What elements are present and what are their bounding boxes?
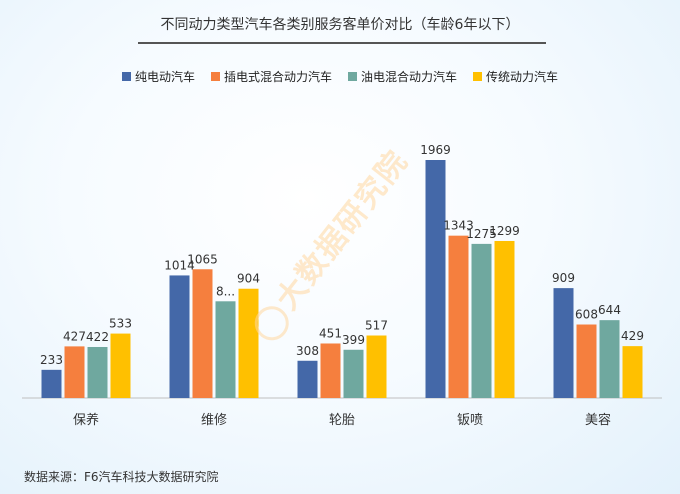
data-label-0-2: 422 — [86, 330, 109, 344]
legend-item-2: 油电混合动力汽车 — [348, 68, 457, 85]
bar-3-2 — [471, 243, 492, 398]
bar-4-0 — [553, 288, 574, 398]
legend-item-3: 传统动力汽车 — [473, 68, 558, 85]
bar-1-3 — [238, 288, 259, 398]
data-label-0-0: 233 — [40, 353, 63, 367]
bar-4-2 — [599, 320, 620, 398]
bar-0-0 — [41, 369, 62, 398]
data-label-3-3: 1299 — [489, 224, 520, 238]
legend-label-0: 纯电动汽车 — [134, 70, 195, 84]
bar-3-3 — [494, 240, 515, 398]
legend-label-3: 传统动力汽车 — [486, 70, 559, 84]
bar-3-0 — [425, 160, 446, 398]
legend-label-1: 插电式混合动力汽车 — [223, 70, 332, 84]
data-label-4-1: 608 — [575, 308, 598, 322]
data-label-1-3: 904 — [237, 272, 260, 286]
bar-0-3 — [110, 333, 131, 398]
category-label-0: 保养 — [73, 412, 99, 428]
data-label-3-1: 1343 — [443, 219, 474, 233]
legend-swatch-1 — [210, 72, 220, 81]
data-label-0-1: 427 — [63, 329, 86, 343]
data-label-3-0: 1969 — [420, 143, 451, 157]
data-label-2-1: 451 — [319, 326, 342, 340]
bar-3-1 — [448, 235, 469, 398]
legend-item-1: 插电式混合动力汽车 — [210, 68, 332, 85]
legend-swatch-3 — [473, 72, 483, 81]
data-label-3-2: 1275 — [466, 227, 497, 241]
bar-1-2 — [215, 301, 236, 398]
data-label-1-2: 8... — [216, 284, 235, 298]
data-label-2-3: 517 — [365, 319, 388, 333]
bar-4-1 — [576, 324, 597, 398]
data-label-4-2: 644 — [598, 303, 621, 317]
data-label-1-0: 1014 — [164, 258, 195, 272]
bar-2-3 — [366, 335, 387, 398]
bar-1-1 — [192, 269, 213, 398]
data-label-0-3: 533 — [109, 317, 132, 331]
legend-label-2: 油电混合动力汽车 — [361, 70, 458, 84]
legend-swatch-2 — [348, 72, 357, 81]
bar-2-2 — [343, 349, 364, 398]
category-label-3: 钣喷 — [457, 413, 483, 428]
data-label-2-2: 399 — [342, 333, 365, 347]
legend-swatch-0 — [121, 72, 131, 81]
data-label-4-0: 909 — [552, 271, 575, 285]
category-label-4: 美容 — [585, 412, 611, 428]
data-label-2-0: 308 — [296, 344, 319, 358]
legend-item-0: 纯电动汽车 — [121, 68, 195, 85]
bar-1-0 — [169, 275, 190, 398]
title-underline — [138, 42, 546, 44]
category-label-1: 维修 — [201, 413, 227, 428]
bar-0-1 — [64, 346, 85, 398]
data-label-4-3: 429 — [621, 329, 644, 343]
source-note: 数据来源：F6汽车科技大数据研究院 — [24, 470, 219, 484]
legend: 纯电动汽车 插电式混合动力汽车 油电混合动力汽车 传统动力汽车 — [0, 68, 680, 85]
bar-0-2 — [87, 346, 108, 398]
bar-2-0 — [297, 360, 318, 398]
bar-2-1 — [320, 343, 341, 398]
bar-4-3 — [622, 346, 643, 398]
chart-title: 不同动力类型汽车各类别服务客单价对比（车龄6年以下） — [160, 17, 520, 33]
category-label-2: 轮胎 — [329, 413, 355, 428]
data-label-1-1: 1065 — [187, 252, 218, 266]
